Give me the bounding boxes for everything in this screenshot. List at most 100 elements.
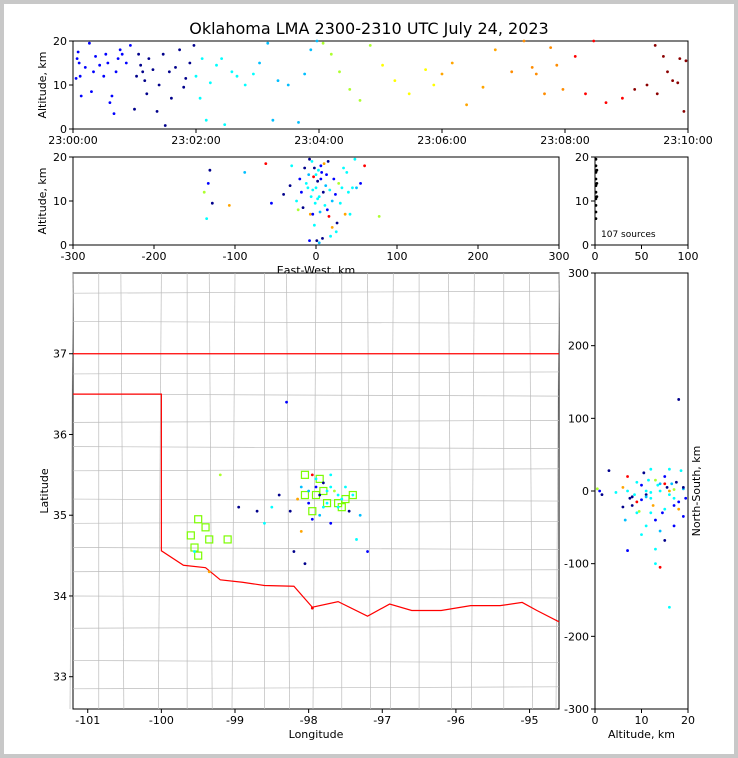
ns_height-source-point [649,511,653,515]
plan_view-source-point [237,505,241,509]
ew_height-source-point [334,193,337,196]
ew_height-source-point [290,164,294,168]
ns_height-source-point [649,491,653,494]
county-line [470,272,475,710]
ew_height-source-point [359,182,362,185]
ew_height-source-point [345,171,349,174]
ew_height-source-point [298,177,302,181]
ns_height-source-point [677,398,681,401]
figure-frame: Oklahoma LMA 2300-2310 UTC July 24, 2023… [4,4,734,754]
plan_view-y-tick-label: 35 [53,509,67,522]
ns_height-source-point [668,489,671,493]
ns_height-source-point [654,562,657,566]
time_height-source-point [102,74,106,78]
time_height-source-point [393,79,397,82]
time_height-source-point [555,63,559,67]
time_height-source-point [114,70,118,74]
lma-station [201,523,210,532]
ns_height-source-point [677,507,681,511]
plan_view-source-point [310,606,314,610]
ew_height-source-point [264,162,268,166]
time_height-source-point [440,72,444,76]
ns_height-source-point [595,487,599,491]
time_height-source-point [266,41,270,45]
time_height-source-point [116,57,120,60]
plan_view-source-point [321,481,325,485]
north-south-altitude-panel: 0 10 20 -300 -200 -100 0 100 200 300 Altitude, km N… [564,267,703,741]
county-boundaries [69,272,560,710]
time_height-source-point [208,81,212,85]
ew_height-source-point [337,182,341,185]
ns_height-y-tick-label: -100 [564,558,589,571]
time_height-source-point [407,92,411,96]
ew_height-source-point [320,171,324,174]
histogram-y-tick-label: 10 [575,195,589,208]
county-line [72,660,560,663]
ns_height-source-point [663,507,667,511]
plan_view-source-point [255,509,259,513]
time_height-axes-frame [72,40,689,130]
time_height-source-point [167,70,171,74]
plan_view-x-tick-label: -99 [226,714,244,727]
ns_height-source-point [637,509,641,513]
time_height-x-tick-label: 23:02:00 [171,134,220,147]
ew_height-source-point [317,241,321,245]
ns_height-source-point [672,488,676,491]
ew_height-source-point [288,184,292,188]
county-line [72,371,560,375]
time_height-source-point [633,88,637,91]
ns_height-source-point [674,480,678,484]
time_height-source-point [223,123,227,126]
ns_height-y-tick-label: -300 [564,703,589,716]
histogram-x-tick-label: 0 [592,250,599,263]
ns_height-source-point [681,515,685,518]
ns_height-source-point [621,505,625,509]
plan_view-x-tick-label: -98 [300,714,318,727]
histogram-source-point [594,184,598,188]
histogram-source-point [594,177,598,181]
time_height-source-point [676,81,680,85]
ew_height-source-point [227,204,231,207]
time_height-source-point [321,41,325,45]
time_height-source-point [204,118,208,122]
time_height-source-point [584,92,587,96]
histogram-y-tick-label: 0 [582,239,589,252]
ew_height-source-point [309,195,313,199]
ns_height-source-point [654,478,657,482]
ew_height-source-point [308,157,311,161]
plan_view-source-point [336,505,340,509]
ew_height-source-point [340,186,344,190]
ew_height-y-tick-label: 10 [53,195,67,208]
chart-title: Oklahoma LMA 2300-2310 UTC July 24, 2023 [189,19,548,38]
time_height-source-point [92,70,95,74]
ew_height-source-point [300,190,303,194]
time_height-source-point [368,44,372,47]
ns_height-y-tick-label: 300 [568,267,589,280]
ew_height-source-point [327,215,331,218]
time_height-source-point [645,83,649,87]
ew_height-source-point [319,164,323,168]
ew_height-source-point [317,168,320,172]
time_height-source-point [543,92,546,96]
ns_height-x-tick-label: 20 [681,714,695,727]
plan_view-source-point [285,400,288,404]
ns_height-source-point [635,480,639,484]
ew_height-source-point [270,201,273,205]
county-line [72,290,560,294]
time_height-source-point [192,44,196,47]
time_height-source-point [286,83,290,87]
time_height-source-point [235,74,239,78]
ns_height-source-point [672,524,676,528]
plan_view-y-tick-label: 36 [53,428,67,441]
plan_view-source-point [299,529,303,533]
histogram-source-point [595,168,599,172]
ew_height-source-point [377,215,381,218]
ew_height-source-point [326,160,330,163]
ew_height-source-point [351,186,354,190]
ew_height-x-tick-label: 300 [549,250,570,263]
ns_height-source-point [668,605,671,609]
time_height-source-point [252,72,255,76]
plan_view-source-point [310,517,314,521]
time_height-source-point [198,96,202,100]
ew_height-source-point [355,186,358,190]
